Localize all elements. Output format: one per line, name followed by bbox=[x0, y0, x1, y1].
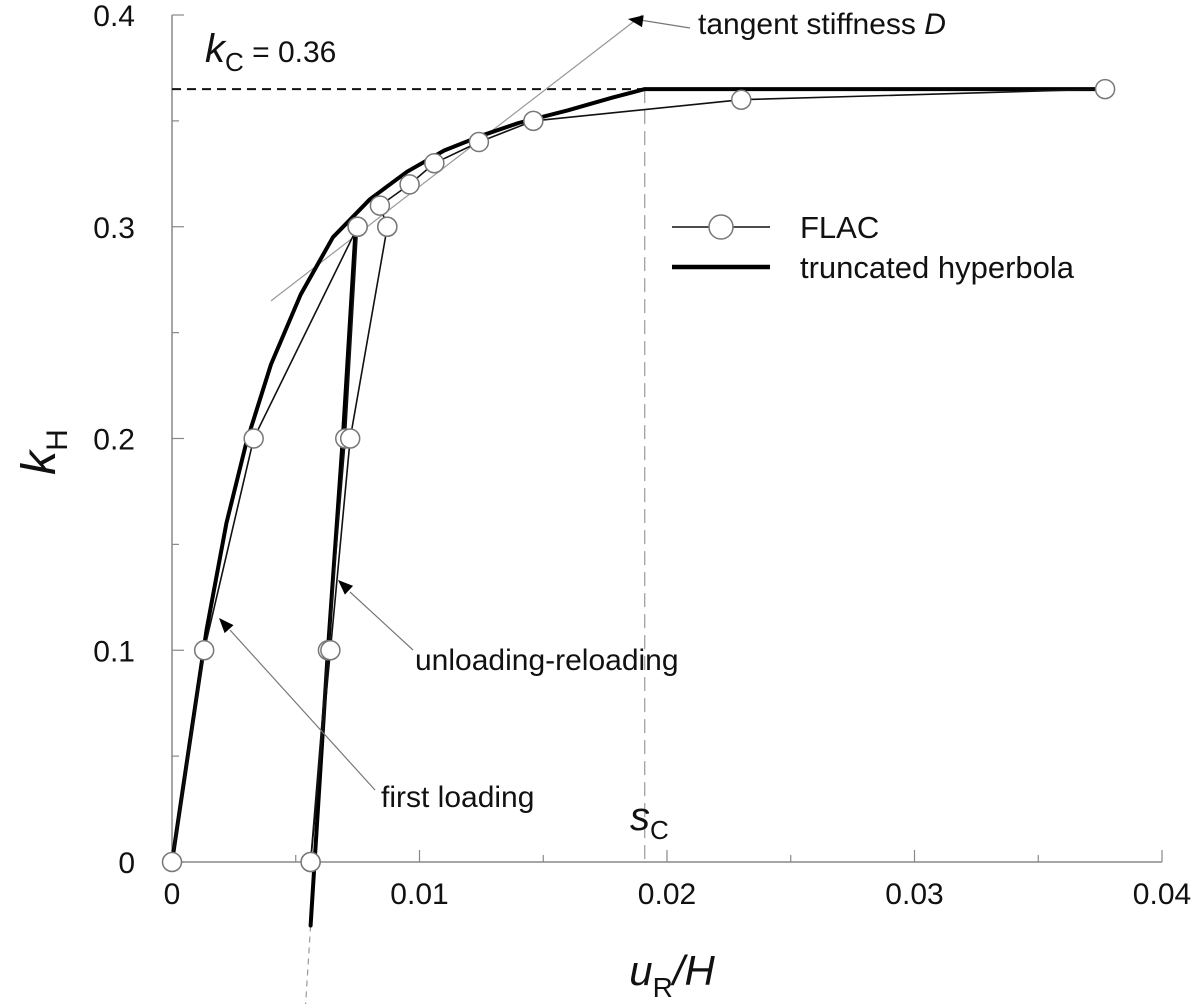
x-tick-label: 0.02 bbox=[638, 878, 696, 911]
arrow-head bbox=[219, 618, 234, 634]
flac-line bbox=[171, 226, 359, 863]
flac-point bbox=[243, 428, 264, 449]
unloading-leader-line bbox=[349, 591, 414, 651]
flac-point bbox=[1094, 78, 1116, 100]
y-tick-label: 0.3 bbox=[93, 212, 135, 245]
legend-label-truncated-hyperbola: truncated hyperbola bbox=[800, 250, 1075, 285]
truncated-hyperbola-line bbox=[308, 235, 358, 928]
tangent-stiffness-line bbox=[270, 14, 643, 302]
arrow-head bbox=[338, 580, 354, 595]
x-tick-label: 0.01 bbox=[390, 878, 448, 911]
x-tick-label: 0 bbox=[164, 878, 181, 911]
y-tick-label: 0.2 bbox=[93, 424, 135, 457]
kc-annotation: kC = 0.36 bbox=[205, 27, 336, 77]
tangent-leader-line bbox=[639, 19, 691, 29]
x-tick-label: 0.04 bbox=[1133, 878, 1191, 911]
tangent-stiffness-annotation: tangent stiffness D bbox=[698, 8, 946, 41]
first-loading-annotation: first loading bbox=[381, 781, 534, 814]
flac-point bbox=[377, 216, 398, 237]
flac-point bbox=[399, 174, 420, 195]
flac-point bbox=[300, 851, 321, 873]
y-tick-label: 0.1 bbox=[93, 635, 135, 668]
sc-annotation: sC bbox=[630, 795, 669, 845]
flac-point bbox=[161, 851, 183, 873]
flac-point bbox=[193, 640, 215, 661]
y-tick-label: 0.4 bbox=[93, 0, 135, 33]
legend-label-flac: FLAC bbox=[800, 210, 879, 245]
unloading-reloading-annotation: unloading-reloading bbox=[415, 644, 679, 677]
flac-point bbox=[320, 640, 341, 661]
arrow-head bbox=[628, 15, 644, 28]
truncated-hyperbola-line bbox=[170, 87, 1108, 864]
flac-point bbox=[523, 110, 544, 132]
y-tick-label: 0 bbox=[118, 847, 135, 880]
legend-flac-marker bbox=[708, 214, 734, 240]
x-tick-label: 0.03 bbox=[885, 878, 943, 911]
x-axis-title: uR/H bbox=[629, 947, 715, 1003]
flac-line bbox=[309, 226, 359, 863]
flac-point bbox=[424, 152, 445, 174]
unloading-extension-line bbox=[304, 925, 312, 1004]
flac-point bbox=[468, 131, 490, 153]
flac-line bbox=[309, 226, 389, 863]
first-loading-leader-line bbox=[229, 629, 376, 791]
flac-point bbox=[339, 428, 361, 449]
flac-point bbox=[731, 89, 752, 110]
y-axis-title: kH bbox=[13, 429, 74, 475]
flac-point bbox=[369, 195, 391, 216]
flac-point bbox=[347, 216, 368, 237]
